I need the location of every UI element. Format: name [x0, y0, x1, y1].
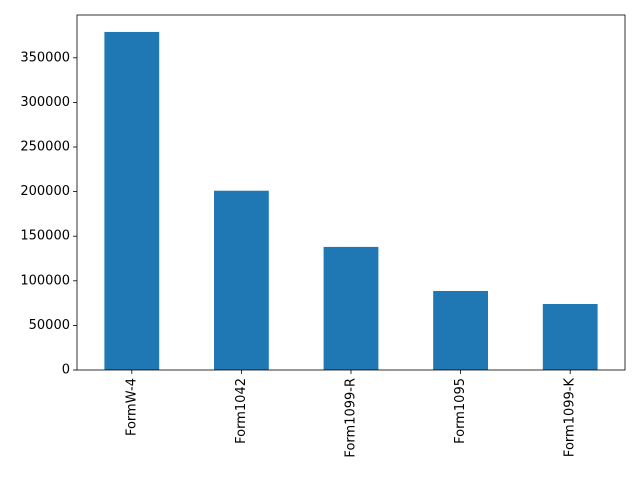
plot-frame [76, 14, 626, 371]
y-tick-label: 250000 [20, 140, 70, 155]
x-tick-label: Form1095 [453, 378, 468, 444]
y-tick-label: 50000 [29, 318, 70, 333]
y-tick-label: 200000 [20, 184, 70, 199]
x-tick-label: Form1042 [234, 378, 249, 444]
y-tick-label: 350000 [20, 50, 70, 65]
y-tick-label: 300000 [20, 95, 70, 110]
x-tick-label: FormW-4 [124, 378, 139, 436]
bar [104, 31, 160, 371]
y-tick-label: 100000 [20, 273, 70, 288]
bar [323, 246, 379, 370]
x-tick-label: Form1099-R [344, 378, 359, 458]
x-tick-label: Form1099-K [563, 378, 578, 458]
y-tick-label: 150000 [20, 229, 70, 244]
bar [214, 190, 269, 370]
y-tick-label: 0 [62, 363, 70, 378]
bar [433, 290, 488, 370]
bar [542, 303, 598, 370]
